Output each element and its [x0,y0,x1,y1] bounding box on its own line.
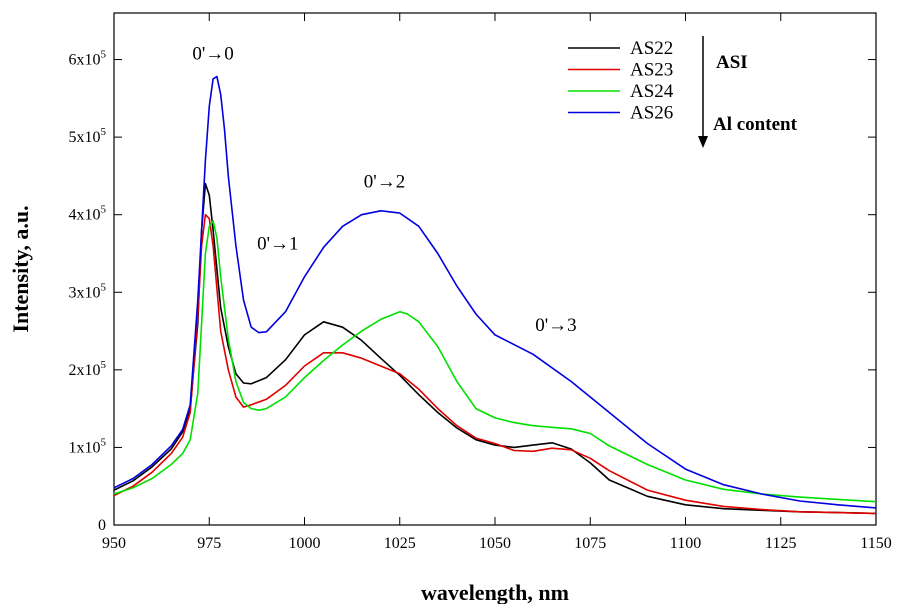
x-tick-label: 1100 [670,535,701,552]
series-line-as24 [113,220,877,503]
y-tick-mantissa: 4x10 [69,207,101,224]
y-tick-mantissa: 2x10 [69,362,101,379]
legend-label-as22: AS22 [630,38,673,59]
series-lines [113,75,877,515]
x-tick-label: 1125 [765,535,796,552]
legend-label-as23: AS23 [630,60,673,81]
y-tick-mantissa: 5x10 [69,129,101,146]
y-tick-label: 1x105 [69,436,107,456]
y-tick-exponent: 5 [101,281,107,293]
y-tick-exponent: 5 [101,436,107,448]
x-tick-label: 1150 [860,535,891,552]
peak-annotations: 0'→0 0'→1 0'→2 0'→3 [192,44,576,337]
y-tick-mantissa: 6x10 [69,52,101,69]
legend-label-as24: AS24 [630,81,674,102]
series-line-as26 [113,75,877,509]
axis-ticks: 950 975 1000 1025 1050 1075 1100 1125 115001x105… [69,13,892,552]
legend-label-as26: AS26 [630,103,673,124]
y-tick-exponent: 5 [101,359,107,371]
y-tick-mantissa: 3x10 [69,284,101,301]
x-tick-label: 950 [102,535,126,552]
x-axis-title: wavelength, nm [421,580,569,604]
peak-label: 0'→2 [364,172,405,193]
x-tick-label: 1025 [384,535,416,552]
y-tick-mantissa: 1x10 [69,439,101,456]
trend-arrow-head [698,136,708,148]
y-tick-label: 4x105 [69,204,107,224]
y-tick-exponent: 5 [101,204,107,216]
y-tick-label: 5x105 [69,126,107,146]
legend-note-al-content: Al content [713,114,798,135]
x-tick-label: 1050 [479,535,511,552]
series-line-as23 [113,213,877,515]
y-tick-exponent: 5 [101,49,107,61]
peak-label: 0'→3 [535,315,576,336]
y-tick-label: 2x105 [69,359,107,379]
peak-label: 0'→0 [192,44,233,65]
y-tick-label: 0 [98,517,106,534]
y-axis-title: Intensity, a.u. [8,205,33,332]
peak-label: 0'→1 [257,234,298,255]
y-tick-label: 6x105 [69,49,107,69]
y-tick-label: 3x105 [69,281,107,301]
legend-note-asi: ASI [716,52,748,73]
y-tick-exponent: 5 [101,126,107,138]
plot-frame [113,12,877,526]
x-tick-label: 1000 [289,535,321,552]
series-line-as22 [113,182,877,515]
x-tick-label: 1075 [574,535,606,552]
x-tick-label: 975 [197,535,221,552]
